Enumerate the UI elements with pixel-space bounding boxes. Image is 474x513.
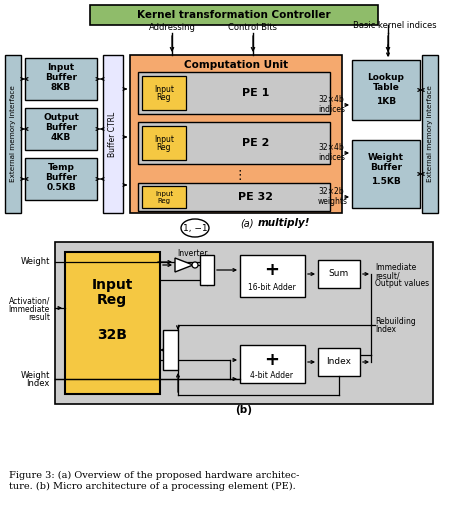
- Ellipse shape: [181, 219, 209, 237]
- Text: Basic kernel indices: Basic kernel indices: [353, 21, 437, 30]
- Text: 1KB: 1KB: [376, 96, 396, 106]
- Text: Reg: Reg: [97, 293, 127, 307]
- Text: indices: indices: [318, 105, 345, 113]
- Text: Buffer: Buffer: [370, 164, 402, 172]
- Text: Input: Input: [47, 64, 74, 72]
- Text: Index: Index: [27, 379, 50, 387]
- Text: +: +: [264, 351, 280, 369]
- Bar: [25, 58, 97, 100]
- Text: Input: Input: [154, 85, 174, 93]
- Text: 16-bit Adder: 16-bit Adder: [248, 284, 296, 292]
- Bar: [240, 345, 305, 383]
- Text: 8KB: 8KB: [51, 84, 71, 92]
- Bar: [142, 76, 186, 110]
- Bar: [352, 60, 420, 120]
- Text: Temp: Temp: [47, 164, 74, 172]
- Bar: [138, 183, 330, 211]
- Bar: [65, 252, 160, 394]
- Text: 4KB: 4KB: [51, 133, 71, 143]
- Bar: [25, 108, 97, 150]
- Text: Addressing: Addressing: [148, 24, 195, 32]
- Text: Inverter: Inverter: [178, 248, 208, 258]
- Text: Rebuilding: Rebuilding: [375, 318, 416, 326]
- Text: PE 1: PE 1: [242, 88, 270, 98]
- Text: Buffer: Buffer: [45, 173, 77, 183]
- Text: Index: Index: [327, 358, 352, 366]
- Text: indices: indices: [318, 152, 345, 162]
- Bar: [130, 55, 342, 213]
- Text: PE 2: PE 2: [242, 138, 270, 148]
- Text: Immediate: Immediate: [9, 305, 50, 313]
- Text: result: result: [28, 312, 50, 322]
- Text: Immediate: Immediate: [375, 264, 416, 272]
- Text: Input: Input: [155, 191, 173, 197]
- Text: result/: result/: [375, 271, 400, 281]
- Text: 1, −1: 1, −1: [182, 224, 207, 232]
- Bar: [422, 55, 438, 213]
- Text: Table: Table: [373, 84, 400, 92]
- Text: ⋮: ⋮: [234, 169, 246, 183]
- Text: Computation Unit: Computation Unit: [184, 60, 288, 70]
- Text: Kernel transformation Controller: Kernel transformation Controller: [137, 10, 331, 20]
- Text: Reg: Reg: [157, 144, 171, 152]
- Text: 32B: 32B: [97, 328, 127, 342]
- Bar: [352, 140, 420, 208]
- Bar: [25, 158, 97, 200]
- Text: 4-bit Adder: 4-bit Adder: [250, 371, 293, 381]
- Text: Index: Index: [375, 326, 396, 334]
- Bar: [138, 72, 330, 114]
- Text: PE 32: PE 32: [238, 192, 273, 202]
- Text: Control Bits: Control Bits: [228, 24, 277, 32]
- Text: 32×4b: 32×4b: [318, 95, 344, 105]
- Text: Sum: Sum: [329, 269, 349, 279]
- Text: Output: Output: [43, 113, 79, 123]
- Text: Input: Input: [154, 134, 174, 144]
- Bar: [318, 348, 360, 376]
- Text: 1.5KB: 1.5KB: [371, 176, 401, 186]
- Text: Reg: Reg: [157, 93, 171, 103]
- Bar: [55, 242, 433, 404]
- Text: Activation/: Activation/: [9, 297, 50, 306]
- Bar: [138, 122, 330, 164]
- Bar: [142, 186, 186, 208]
- Bar: [90, 5, 378, 25]
- Circle shape: [192, 262, 198, 268]
- Text: (b): (b): [236, 405, 253, 415]
- Text: Output values: Output values: [375, 280, 429, 288]
- Text: Weight: Weight: [368, 153, 404, 163]
- Text: Reg: Reg: [157, 198, 171, 204]
- Bar: [103, 55, 123, 213]
- Bar: [163, 330, 178, 370]
- Text: 32×4b: 32×4b: [318, 144, 344, 152]
- Bar: [240, 255, 305, 297]
- Text: weights: weights: [318, 196, 348, 206]
- Text: multiply!: multiply!: [258, 218, 310, 228]
- Bar: [142, 126, 186, 160]
- Text: External memory interface: External memory interface: [10, 86, 16, 183]
- Text: 32×2b: 32×2b: [318, 187, 344, 196]
- Text: External memory interface: External memory interface: [427, 86, 433, 183]
- Text: Buffer: Buffer: [45, 73, 77, 83]
- Bar: [5, 55, 21, 213]
- Polygon shape: [175, 258, 193, 272]
- Text: +: +: [264, 261, 280, 279]
- Text: Input: Input: [91, 278, 133, 292]
- Text: Figure 3: (a) Overview of the proposed hardware architec-
ture. (b) Micro archit: Figure 3: (a) Overview of the proposed h…: [9, 471, 300, 490]
- Text: (a): (a): [240, 219, 254, 229]
- Text: Buffer CTRL: Buffer CTRL: [109, 111, 118, 156]
- Text: Weight: Weight: [21, 370, 50, 380]
- Text: Weight: Weight: [21, 258, 50, 266]
- Text: Buffer: Buffer: [45, 124, 77, 132]
- Text: 0.5KB: 0.5KB: [46, 184, 76, 192]
- Text: Lookup: Lookup: [367, 73, 404, 83]
- Bar: [318, 260, 360, 288]
- Bar: [200, 255, 214, 285]
